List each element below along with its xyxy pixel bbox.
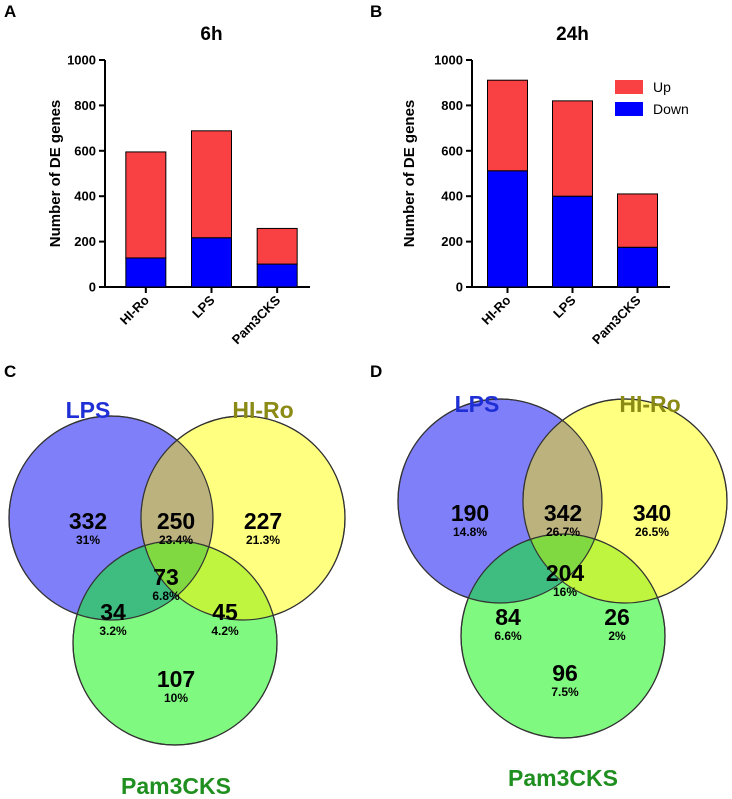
venn-region-percent: 7.5%	[551, 685, 579, 699]
bar-down-pam3cks	[617, 246, 658, 288]
x-category-label: LPS	[189, 292, 218, 321]
venn-region-percent: 4.2%	[211, 624, 239, 638]
venn-region-percent: 6.8%	[152, 589, 180, 603]
bar-down-hi-ro	[487, 170, 528, 288]
bar-up-pam3cks	[256, 227, 298, 265]
bar-down-pam3cks	[256, 263, 298, 288]
venn-region-count: 96	[552, 660, 578, 686]
y-tick-label: 200	[441, 234, 463, 249]
venn-region-percent: 6.6%	[494, 629, 522, 643]
venn-region-percent: 14.8%	[453, 525, 487, 539]
venn-circle-outline	[397, 398, 603, 604]
venn-overlap-hiro-pam3cks	[141, 541, 277, 620]
venn-overlap-lps-pam3cks	[461, 534, 602, 603]
y-tick-label: 400	[74, 189, 96, 204]
y-tick-label: 600	[441, 143, 463, 158]
venn-region-count: 227	[244, 508, 282, 534]
venn-region-percent: 26.5%	[635, 525, 669, 539]
venn-overlap-hiro-pam3cks	[523, 534, 665, 603]
venn-region-percent: 23.4%	[159, 533, 193, 547]
venn-region-count: 332	[69, 508, 107, 534]
venn-region-percent: 10%	[164, 691, 188, 705]
bar-down-lps	[552, 195, 593, 288]
venn-region-percent: 16%	[553, 585, 577, 599]
venn-circle-outline	[140, 415, 346, 621]
venn-region-count: 34	[100, 599, 126, 625]
venn-set-name-pam3cks: Pam3CKS	[508, 765, 618, 791]
x-category-label: HI-Ro	[478, 292, 513, 327]
panel-label-a: A	[4, 2, 16, 21]
venn-region-percent: 21.3%	[246, 533, 280, 547]
y-tick-label: 600	[74, 143, 96, 158]
y-tick-label: 400	[441, 189, 463, 204]
venn-region-count: 340	[633, 500, 671, 526]
bar-up-lps	[191, 130, 232, 239]
venn-circle-outline	[8, 415, 214, 621]
venn-region-percent: 3.2%	[99, 624, 127, 638]
y-tick-label: 800	[441, 98, 463, 113]
venn-set-name-pam3cks: Pam3CKS	[121, 773, 231, 799]
y-tick-label: 1000	[434, 53, 463, 68]
panel-label-d: D	[370, 362, 382, 381]
venn-region-count: 45	[212, 599, 238, 625]
bar-up-pam3cks	[617, 193, 658, 248]
x-category-label: LPS	[550, 292, 579, 321]
venn-region-count: 250	[157, 508, 195, 534]
venn-region-count: 84	[495, 604, 521, 630]
venn-region-count: 107	[157, 666, 195, 692]
bar-down-lps	[191, 237, 232, 288]
legend-swatch-down	[615, 102, 643, 116]
venn-region-count: 204	[546, 560, 585, 586]
x-category-label: HI-Ro	[117, 292, 152, 327]
venn-set-name-hi-ro: HI-Ro	[619, 391, 680, 417]
bar-down-hi-ro	[125, 257, 167, 288]
bar-up-hi-ro	[487, 79, 528, 172]
venn-set-name-hi-ro: HI-Ro	[232, 397, 293, 423]
venn-set-name-lps: LPS	[455, 391, 500, 417]
chart-title: 6h	[200, 24, 222, 45]
y-tick-label: 0	[89, 280, 96, 295]
bar-chart-6h: 6h Number of DE genes 0 200 400 600 800 1000 HI-…	[47, 24, 310, 347]
bar-chart-24h: 24h Number of DE genes 0 200 400 600 800 1000 HI…	[401, 24, 689, 347]
legend-label-down: Down	[653, 101, 689, 117]
y-tick-label: 800	[74, 98, 96, 113]
venn-region-count: 26	[604, 604, 630, 630]
bar-up-lps	[552, 100, 593, 197]
bar-up-hi-ro	[125, 151, 167, 259]
panel-label-b: B	[370, 2, 382, 21]
x-category-label: Pam3CKS	[229, 292, 284, 347]
venn-set-name-lps: LPS	[66, 397, 111, 423]
venn-circle-outline	[72, 540, 278, 746]
venn-region-count: 342	[544, 500, 582, 526]
panel-label-c: C	[4, 362, 16, 381]
venn-region-percent: 26.7%	[546, 525, 580, 539]
chart-title: 24h	[556, 24, 589, 45]
y-axis-label: Number of DE genes	[401, 100, 418, 248]
y-axis-label: Number of DE genes	[47, 100, 64, 248]
venn-circle-outline	[460, 533, 666, 739]
venn-region-percent: 31%	[76, 533, 100, 547]
venn-circle-outline	[522, 398, 728, 604]
legend-swatch-up	[615, 80, 643, 94]
x-category-label: Pam3CKS	[589, 292, 644, 347]
y-tick-label: 1000	[67, 53, 96, 68]
y-tick-label: 200	[74, 234, 96, 249]
y-tick-label: 0	[456, 280, 463, 295]
venn-region-count: 73	[153, 564, 179, 590]
venn-region-percent: 2%	[608, 629, 626, 643]
legend-label-up: Up	[653, 79, 671, 95]
venn-overlap-lps-pam3cks	[73, 541, 213, 620]
venn-region-count: 190	[451, 500, 489, 526]
